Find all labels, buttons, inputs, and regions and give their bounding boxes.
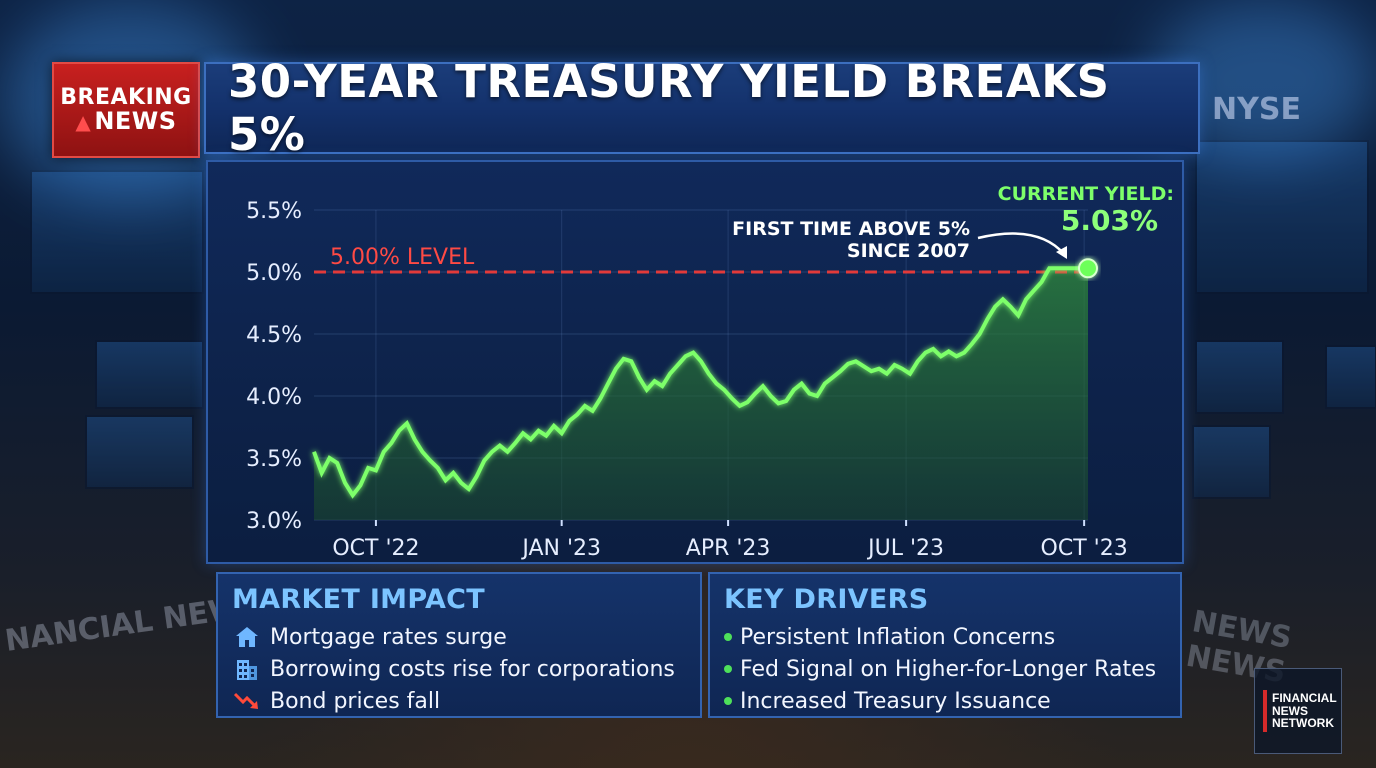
impact-item: Bond prices fall [232, 685, 686, 717]
annotation-arrow-icon [977, 232, 1065, 255]
headline: 30-YEAR TREASURY YIELD BREAKS 5% [228, 55, 1110, 161]
trend-down-icon [232, 689, 262, 713]
annotation-line-2: SINCE 2007 [847, 240, 970, 262]
network-logo: FINANCIAL NEWS NETWORK [1254, 668, 1342, 754]
news-label-text: NEWS [94, 106, 177, 135]
logo-line-1: FINANCIAL [1272, 691, 1337, 706]
y-tick-label: 5.5% [246, 199, 302, 224]
key-drivers-title: KEY DRIVERS [724, 584, 929, 615]
driver-text-issuance: Increased Treasury Issuance [740, 688, 1051, 714]
y-tick-label: 3.5% [246, 447, 302, 472]
x-tick-label: OCT '22 [332, 536, 419, 561]
key-drivers-panel: KEY DRIVERS Persistent Inflation Concern… [708, 572, 1182, 718]
y-tick-label: 5.0% [246, 261, 302, 286]
impact-text-borrowing: Borrowing costs rise for corporations [270, 656, 675, 682]
logo-red-bar [1263, 690, 1267, 732]
x-tick-label: JUL '23 [866, 536, 944, 561]
logo-line-3: NETWORK [1272, 716, 1334, 731]
x-tick-label: JAN '23 [520, 536, 601, 561]
yield-line [312, 266, 1088, 499]
news-label: ▲ NEWS [75, 106, 177, 135]
bullet-icon [724, 697, 732, 705]
impact-text-bonds: Bond prices fall [270, 688, 441, 714]
breaking-label: BREAKING [60, 84, 192, 110]
alert-triangle-icon: ▲ [75, 109, 92, 134]
x-tick-label: OCT '23 [1041, 536, 1128, 561]
y-tick-label: 4.5% [246, 323, 302, 348]
market-impact-panel: MARKET IMPACT Mortgage rates surge Borro… [216, 572, 702, 718]
bullet-icon [724, 665, 732, 673]
impact-item: Mortgage rates surge [232, 621, 686, 653]
logo-line-2: NEWS [1272, 703, 1308, 718]
x-axis-ticks: OCT '22 JAN '23 APR '23 JUL '23 OCT '23 [332, 520, 1128, 561]
impact-text-mortgage: Mortgage rates surge [270, 624, 507, 650]
driver-item: Fed Signal on Higher-for-Longer Rates [724, 653, 1166, 685]
y-tick-label: 3.0% [246, 509, 302, 534]
annotation-arrowhead-icon [1056, 246, 1067, 259]
yield-chart: 5.5% 5.0% 4.5% 4.0% 3.5% 3.0% OCT '22 JAN '23 A… [246, 183, 1174, 561]
current-yield-point [1078, 258, 1098, 279]
reference-line-label: 5.00% LEVEL [330, 245, 475, 270]
annotation-line-1: FIRST TIME ABOVE 5% [732, 218, 970, 240]
house-icon [232, 625, 262, 649]
driver-text-inflation: Persistent Inflation Concerns [740, 624, 1056, 650]
background-nyse-sign: NYSE [1212, 92, 1301, 127]
x-tick-label: APR '23 [686, 536, 771, 561]
current-yield-value: 5.03% [1061, 204, 1158, 237]
building-icon [232, 656, 262, 682]
driver-item: Persistent Inflation Concerns [724, 621, 1166, 653]
headline-bar: 30-YEAR TREASURY YIELD BREAKS 5% [204, 55, 1200, 161]
yield-area [314, 268, 1088, 520]
driver-text-fed: Fed Signal on Higher-for-Longer Rates [740, 656, 1157, 682]
chart-panel: 5.5% 5.0% 4.5% 4.0% 3.5% 3.0% OCT '22 JAN '23 A… [206, 160, 1184, 564]
y-tick-label: 4.0% [246, 385, 302, 410]
bullet-icon [724, 633, 732, 641]
driver-item: Increased Treasury Issuance [724, 685, 1166, 717]
y-axis-ticks: 5.5% 5.0% 4.5% 4.0% 3.5% 3.0% [246, 199, 302, 534]
market-impact-title: MARKET IMPACT [232, 584, 485, 615]
impact-item: Borrowing costs rise for corporations [232, 653, 686, 685]
breaking-news-badge: BREAKING ▲ NEWS [52, 62, 200, 158]
current-yield-label: CURRENT YIELD: [998, 183, 1174, 205]
